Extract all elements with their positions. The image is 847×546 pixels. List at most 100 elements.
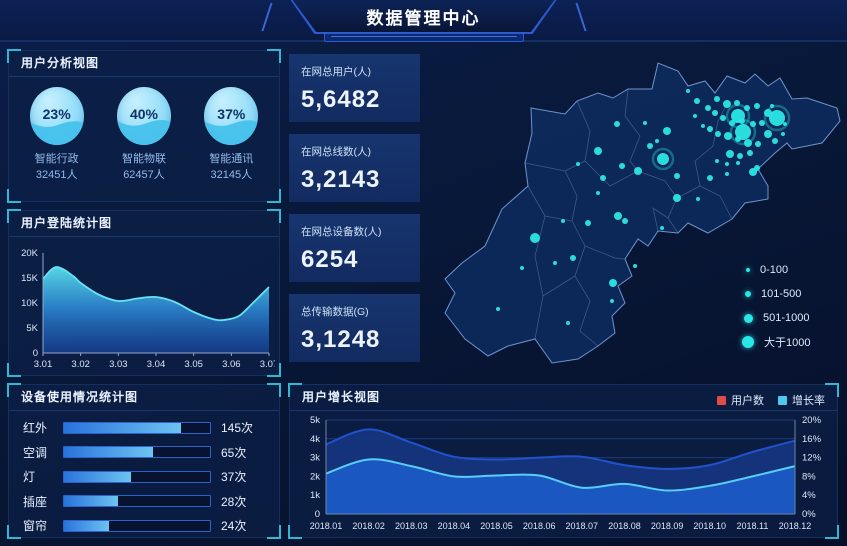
map-legend: 0-100 101-500 501-1000 大于1000	[742, 258, 810, 354]
svg-text:1k: 1k	[310, 490, 320, 501]
device-value: 24次	[221, 519, 247, 533]
corner-decoration	[7, 209, 21, 223]
device-bar-track	[63, 446, 211, 458]
legend-item-users[interactable]: 用户数	[717, 392, 764, 408]
svg-text:3.01: 3.01	[34, 359, 53, 370]
device-bar-chart: 红外 145次 空调 65次 灯 37次 插座 28次 窗帘	[9, 411, 279, 533]
svg-text:5k: 5k	[310, 415, 320, 426]
device-value: 37次	[221, 470, 247, 484]
stat-value: 3,1248	[301, 326, 381, 353]
panel-login-stats: 用户登陆统计图 0 5K 10K 15K 20K 3.01 3.02 3.03 3.04 3.05…	[7, 209, 281, 377]
svg-text:3.03: 3.03	[109, 359, 128, 370]
device-value: 28次	[221, 494, 247, 509]
legend-swatch-icon	[778, 395, 787, 405]
corner-decoration	[7, 189, 21, 203]
svg-text:3.07: 3.07	[260, 359, 275, 370]
corner-decoration	[267, 363, 281, 377]
svg-text:10K: 10K	[21, 298, 39, 309]
device-bar-track	[63, 470, 211, 483]
svg-text:3.04: 3.04	[147, 359, 166, 370]
gauge-percent: 40%	[129, 106, 158, 123]
device-usage-row-light[interactable]: 灯 37次	[23, 470, 265, 484]
device-label: 插座	[23, 494, 48, 509]
gauge-row: 23% 智能行政 32451人 40% 智能物联 62457人 37% 智能通讯	[9, 77, 279, 184]
device-label: 空调	[23, 445, 48, 460]
svg-text:3.05: 3.05	[184, 359, 203, 370]
gauge-smart-admin[interactable]: 23% 智能行政 32451人	[17, 85, 97, 184]
panel-title-user-analysis: 用户分析视图	[9, 51, 279, 77]
title-banner-inner: 数据管理中心	[292, 0, 555, 32]
svg-text:4%: 4%	[802, 490, 816, 501]
gauge-label: 智能行政	[34, 153, 79, 165]
corner-decoration	[825, 525, 839, 539]
device-usage-row-infrared[interactable]: 红外 145次	[23, 421, 265, 435]
corner-decoration	[288, 383, 302, 397]
stat-value: 3,2143	[301, 166, 381, 193]
corner-decoration	[288, 525, 302, 539]
legend-label: 增长率	[792, 395, 825, 407]
legend-swatch-icon	[717, 395, 726, 405]
liquid-gauge-icon: 40%	[116, 87, 171, 145]
corner-decoration	[267, 525, 281, 539]
legend-dot-icon	[742, 336, 754, 348]
svg-text:2018.03: 2018.03	[395, 521, 428, 531]
legend-item-growth-rate[interactable]: 增长率	[778, 392, 825, 408]
svg-text:8%: 8%	[802, 471, 816, 482]
map-legend-item: 101-500	[742, 282, 810, 306]
stat-label: 在网总设备数(人)	[301, 226, 382, 238]
title-banner: 数据管理中心	[290, 0, 557, 34]
corner-decoration	[825, 383, 839, 397]
gauge-smart-iot[interactable]: 40% 智能物联 62457人	[104, 85, 184, 184]
region-map[interactable]	[425, 46, 847, 376]
panel-device-usage: 设备使用情况统计图 红外 145次 空调 65次 灯 37次 插座 28次	[7, 383, 281, 539]
page-title: 数据管理中心	[366, 8, 481, 28]
svg-text:2018.02: 2018.02	[352, 521, 385, 531]
svg-text:0: 0	[33, 348, 38, 359]
svg-text:2018.07: 2018.07	[566, 521, 599, 531]
liquid-gauge-icon: 37%	[204, 87, 259, 145]
growth-line-chart[interactable]: 0 1k 2k 3k 4k 5k 0% 4% 8% 12% 16% 20% 2018.01 2018.02…	[294, 412, 835, 536]
corner-decoration	[7, 525, 21, 539]
legend-dot-icon	[744, 313, 753, 323]
panel-title-device-usage: 设备使用情况统计图	[9, 385, 279, 411]
login-area-chart[interactable]: 0 5K 10K 15K 20K 3.01 3.02 3.03 3.04 3.05 3.06 3.07	[13, 243, 275, 373]
device-bar-fill	[64, 422, 181, 433]
corner-decoration	[7, 383, 21, 397]
stat-card-total-lines: 在网总线数(人) 3,2143	[289, 134, 420, 202]
header-decoration	[260, 3, 273, 31]
svg-text:3.02: 3.02	[71, 359, 90, 370]
gauge-smart-comm[interactable]: 37% 智能通讯 32145人	[191, 85, 271, 184]
device-bar-fill	[64, 447, 154, 457]
panel-title-login-stats: 用户登陆统计图	[9, 211, 279, 237]
corner-decoration	[267, 49, 281, 63]
panel-user-growth: 用户增长视图 用户数 增长率 0 1k 2k 3k 4k 5k 0% 4% 8% 12% 16% 20…	[288, 383, 839, 539]
growth-chart-legend: 用户数 增长率	[717, 392, 825, 408]
svg-text:2018.01: 2018.01	[310, 521, 343, 531]
svg-text:2018.04: 2018.04	[438, 521, 471, 531]
svg-text:0: 0	[315, 509, 320, 520]
gauge-percent: 23%	[42, 106, 71, 123]
device-bar-track	[63, 519, 211, 532]
svg-text:2018.09: 2018.09	[651, 521, 684, 531]
gauge-label: 智能通讯	[209, 153, 254, 165]
device-bar-fill	[64, 471, 132, 482]
device-usage-row-ac[interactable]: 空调 65次	[23, 445, 265, 460]
map-scatter-dots	[496, 89, 791, 325]
legend-label: 501-1000	[763, 312, 810, 324]
device-usage-row-socket[interactable]: 插座 28次	[23, 494, 265, 509]
svg-text:0%: 0%	[802, 509, 816, 520]
stat-card-total-devices: 在网总设备数(人) 6254	[289, 214, 420, 282]
device-usage-row-curtain[interactable]: 窗帘 24次	[23, 519, 265, 533]
device-bar-fill	[64, 520, 110, 531]
header: 数据管理中心	[0, 0, 847, 42]
svg-text:3k: 3k	[310, 453, 320, 464]
legend-label: 用户数	[731, 395, 764, 407]
corner-decoration	[267, 189, 281, 203]
stat-card-total-data: 总传输数据(G) 3,1248	[289, 294, 420, 362]
gauge-count: 32145人	[210, 168, 253, 181]
svg-text:2018.11: 2018.11	[736, 521, 768, 531]
svg-text:2018.05: 2018.05	[480, 521, 513, 531]
svg-text:2018.08: 2018.08	[608, 521, 641, 531]
svg-text:2018.10: 2018.10	[693, 521, 726, 531]
